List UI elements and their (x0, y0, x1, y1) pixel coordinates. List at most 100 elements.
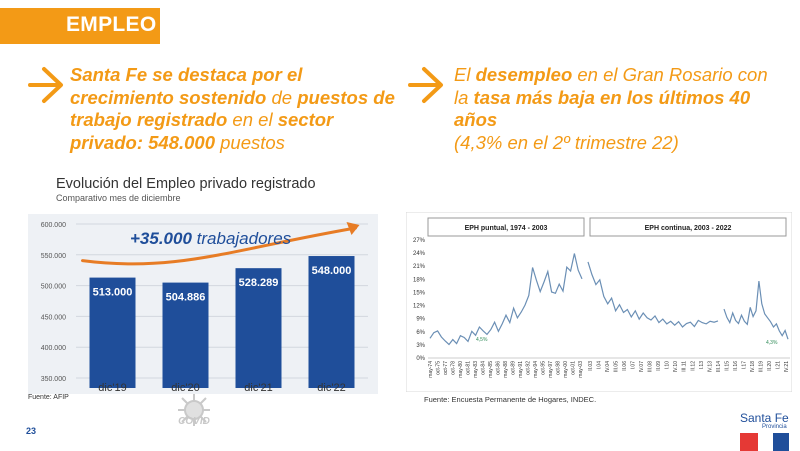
annotation-label: 4,3% (766, 340, 778, 346)
x-tick-label: IV.18 (750, 361, 756, 372)
growth-annotation-value: +35.000 (130, 229, 192, 248)
x-tick-label: I.04 (597, 361, 603, 370)
y-tick-label: 21% (413, 264, 426, 270)
page-title: EMPLEO (66, 13, 157, 36)
y-tick-label: 27% (413, 238, 426, 244)
x-tick-label: I.17 (741, 361, 747, 370)
x-tick-label: II.15 (724, 361, 730, 371)
y-tick-label: 24% (413, 251, 426, 257)
trend-line (81, 226, 357, 266)
chart-title: Evolución del Empleo privado registrado (56, 176, 316, 192)
headline-left: Santa Fe se destaca por el crecimiento s… (70, 64, 400, 154)
page-number: 23 (26, 426, 37, 436)
data-line (723, 281, 789, 340)
arrow-right-icon (28, 67, 63, 103)
x-tick-label: oct-78 (451, 361, 457, 375)
x-tick-label: IV.10 (673, 361, 679, 372)
x-tick-label: oct-84 (481, 361, 487, 375)
x-tick-label: IV.04 (605, 361, 611, 372)
chart-source: Fuente: Encuesta Permanente de Hogares, … (424, 395, 597, 404)
panel-label-box (427, 217, 585, 237)
bar (162, 282, 209, 388)
bar (89, 277, 136, 388)
headline-right-part: tasa más baja en los últimos 40 años (454, 86, 751, 131)
brand-name: Santa Fe (740, 411, 789, 425)
x-tick-label: may-85 (488, 361, 494, 378)
x-tick-label: II.20 (767, 361, 773, 371)
x-tick-label: may-83 (473, 361, 479, 378)
chart-source: Fuente: AFIP (28, 394, 69, 401)
annotation-label: 4,5% (476, 337, 488, 343)
y-tick-label: 400.000 (41, 345, 66, 352)
x-tick-label: IV.07 (639, 361, 645, 372)
y-tick-label: 450.000 (41, 314, 66, 321)
headline-left-part: puestos (215, 131, 285, 153)
x-tick-label: III.05 (614, 361, 620, 372)
x-tick-label: dic'20 (171, 382, 199, 394)
panel-label: EPH continua, 2003 - 2022 (645, 225, 732, 232)
x-tick-label: IV.21 (784, 361, 790, 372)
arrow-right-icon (408, 67, 443, 103)
x-tick-label: oct-98 (556, 361, 562, 375)
y-tick-label: 15% (413, 290, 426, 296)
x-tick-label: may-97 (548, 361, 554, 378)
x-tick-label: oct-01 (571, 361, 577, 375)
headline-right: El desempleo en el Gran Rosario con la t… (454, 64, 784, 154)
headline-right-part: El (454, 64, 476, 85)
x-tick-label: may-00 (563, 361, 569, 378)
headline-right-part: en el Gran Rosario con la (454, 64, 768, 108)
x-tick-label: I.21 (775, 361, 781, 370)
growth-annotation-text: trabajadores (192, 229, 292, 248)
growth-annotation: +35.000 trabajadores (130, 229, 292, 248)
unemployment-line-chart: EPH puntual, 1974 - 2003 EPH continua, 2… (406, 212, 792, 392)
y-tick-label: 12% (413, 304, 426, 310)
headline-right-part: (4,3% en el 2º trimestre 22) (454, 131, 679, 153)
y-tick-label: 350.000 (41, 376, 66, 383)
covid-label: COVID (178, 416, 210, 427)
x-tick-label: I.13 (699, 361, 705, 370)
bar-value-label: 548.000 (312, 265, 352, 277)
employment-bar-chart: 350.000 400.000 450.000 500.000 550.000 600.0… (28, 214, 378, 394)
chart-subtitle: Comparativo mes de diciembre (56, 193, 181, 203)
headline-left-part: sector privado: 548.000 (70, 109, 334, 153)
headline-left-part: en el (227, 109, 278, 130)
x-tick-label: may-80 (458, 361, 464, 378)
y-tick-label: 600.000 (41, 222, 66, 229)
logo-red-block (740, 433, 758, 451)
x-tick-label: oct-77 (443, 361, 449, 375)
x-tick-label: dic'21 (244, 382, 272, 394)
chart-frame (406, 212, 792, 392)
x-tick-label: II.09 (656, 361, 662, 371)
x-tick-label: II.16 (733, 361, 739, 371)
y-tick-label: 500.000 (41, 284, 66, 291)
y-tick-label: 3% (416, 343, 425, 349)
x-tick-label: may-88 (503, 361, 509, 378)
trend-arrowhead (346, 222, 360, 236)
data-line (587, 261, 719, 328)
y-tick-label: 18% (413, 277, 426, 283)
y-tick-label: 6% (416, 330, 425, 336)
logo-blue-block (773, 433, 789, 451)
x-tick-label: II.03 (588, 361, 594, 371)
bar-value-label: 513.000 (93, 287, 133, 299)
x-tick-label: III.11 (682, 361, 688, 372)
bar (235, 268, 282, 388)
x-tick-label: dic'19 (98, 382, 126, 394)
bar-value-label: 528.289 (239, 277, 279, 289)
virus-icon (178, 394, 210, 426)
x-tick-label: oct-92 (526, 361, 532, 375)
x-tick-label: IV.13 (707, 361, 713, 372)
x-tick-label: may-94 (533, 361, 539, 378)
y-tick-label: 550.000 (41, 253, 66, 260)
x-tick-label: oct-75 (436, 361, 442, 375)
header-band (0, 8, 160, 44)
x-tick-label: may-91 (518, 361, 524, 378)
bar-value-label: 504.886 (166, 292, 206, 304)
headline-right-part: desempleo (475, 64, 573, 85)
panel-label: EPH puntual, 1974 - 2003 (465, 225, 548, 232)
x-tick-label: II.12 (690, 361, 696, 371)
x-tick-label: I.10 (665, 361, 671, 370)
x-tick-label: may-03 (578, 361, 584, 378)
x-tick-label: oct-81 (466, 361, 472, 375)
x-tick-label: III.19 (758, 361, 764, 372)
